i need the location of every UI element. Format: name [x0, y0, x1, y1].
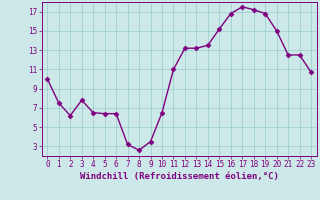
X-axis label: Windchill (Refroidissement éolien,°C): Windchill (Refroidissement éolien,°C) — [80, 172, 279, 181]
